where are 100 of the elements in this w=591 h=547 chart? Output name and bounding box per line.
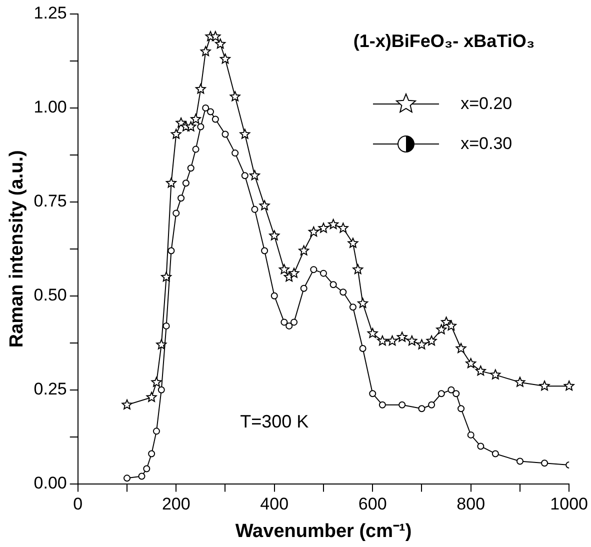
point (146, 392, 157, 402)
point (367, 328, 378, 338)
point (192, 146, 200, 153)
point (539, 380, 550, 391)
point (190, 114, 202, 124)
annotation: (1-x)BiFeO₃- xBaTiO₃ (353, 30, 535, 51)
point (166, 178, 176, 188)
point (359, 345, 366, 352)
point (172, 210, 180, 217)
point (222, 130, 229, 138)
y-tick-label: 0.25 (34, 380, 67, 399)
point (452, 390, 460, 398)
point (490, 369, 501, 380)
point (398, 401, 406, 408)
point (438, 390, 445, 398)
point (210, 31, 221, 42)
point (158, 386, 165, 394)
point (330, 281, 337, 288)
point (406, 335, 418, 346)
point (156, 339, 167, 350)
point (202, 104, 210, 112)
point (161, 272, 172, 282)
point (162, 322, 170, 330)
point (186, 121, 196, 132)
point (280, 318, 288, 326)
point (261, 247, 268, 254)
point (170, 128, 182, 139)
point (249, 170, 260, 180)
point (240, 128, 250, 139)
point (477, 442, 484, 450)
point (387, 335, 398, 346)
y-tick-label: 1.00 (34, 98, 67, 117)
point (178, 194, 185, 202)
point (446, 320, 456, 330)
point (151, 376, 162, 387)
point (286, 322, 293, 330)
x-tick-label: 200 (162, 494, 190, 514)
x-tick-label: 800 (456, 494, 486, 514)
point (241, 172, 248, 180)
point (467, 431, 474, 438)
point (466, 358, 476, 368)
point (270, 292, 278, 300)
point (152, 428, 160, 435)
x-tick-label: 600 (358, 494, 387, 514)
point (448, 386, 455, 394)
point (259, 200, 270, 210)
point (298, 245, 310, 256)
point (349, 304, 356, 311)
point (310, 266, 318, 274)
point (143, 465, 150, 472)
point (269, 230, 280, 240)
y-tick-label: 0.50 (34, 286, 67, 305)
point (124, 474, 131, 482)
point (182, 180, 190, 187)
point (300, 284, 308, 292)
point (541, 460, 548, 467)
point (340, 288, 347, 296)
point (516, 458, 524, 465)
point (212, 116, 219, 123)
point (338, 222, 348, 233)
point (320, 270, 327, 277)
y-tick-label: 0.75 (34, 192, 67, 211)
y-axis-title: Raman intensity (a.u.) (6, 150, 28, 348)
point (251, 206, 258, 213)
point (475, 366, 486, 376)
point (278, 264, 290, 274)
point (358, 298, 368, 308)
point (195, 84, 206, 94)
point (318, 222, 329, 233)
y-tick-label: 1.25 (34, 4, 67, 23)
point (396, 332, 408, 342)
y-tick-label: 0.00 (34, 473, 67, 492)
point (564, 380, 574, 391)
point (426, 335, 437, 346)
point (369, 390, 376, 398)
x-axis-title: Wavenumber (cm⁻¹) (235, 520, 412, 542)
point (197, 123, 204, 130)
x-tick-label: 0 (73, 494, 83, 514)
point (220, 54, 231, 64)
point (416, 339, 427, 350)
point (200, 46, 211, 56)
point (230, 91, 240, 102)
point (458, 405, 465, 412)
point (378, 401, 386, 408)
legend-label: x=0.30 (460, 134, 512, 154)
x-tick-label: 400 (260, 494, 289, 514)
point (352, 264, 364, 274)
point (348, 238, 358, 248)
point (232, 150, 239, 157)
point (138, 472, 146, 480)
point (456, 343, 466, 354)
point (308, 226, 319, 237)
point (288, 268, 300, 278)
point (290, 318, 298, 326)
point (377, 335, 388, 346)
point (207, 108, 214, 116)
point (492, 450, 499, 458)
point (187, 164, 194, 172)
point (148, 450, 156, 458)
point (428, 401, 436, 408)
